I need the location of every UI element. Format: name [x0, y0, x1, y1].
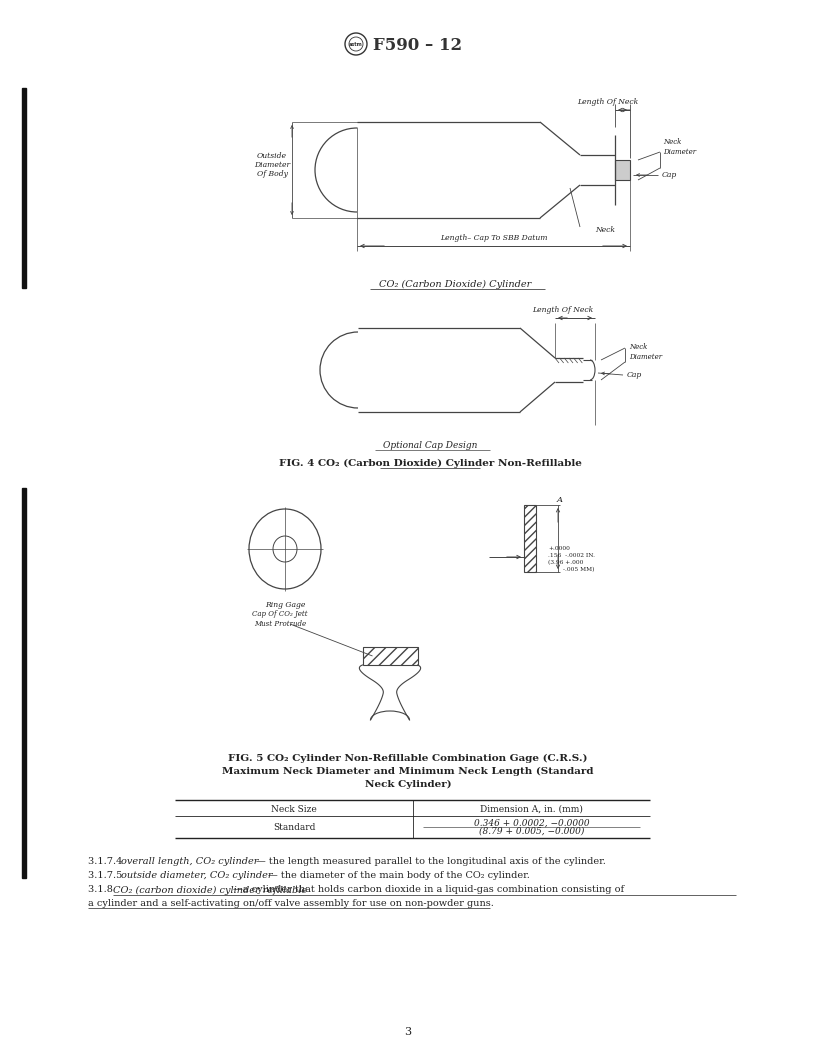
Text: Standard: Standard	[273, 823, 315, 831]
Bar	[615, 161, 630, 180]
Text: 3.1.8: 3.1.8	[88, 886, 119, 894]
Text: Optional Cap Design: Optional Cap Design	[383, 440, 477, 450]
Text: FIG. 4 CO₂ (Carbon Dioxide) Cylinder Non-Refillable: FIG. 4 CO₂ (Carbon Dioxide) Cylinder Non…	[278, 458, 582, 468]
Text: overall length, CO₂ cylinder: overall length, CO₂ cylinder	[121, 857, 259, 867]
Text: Cap: Cap	[662, 171, 677, 180]
Bar	[362, 647, 418, 665]
Text: A: A	[557, 496, 563, 504]
Text: 3: 3	[405, 1027, 411, 1037]
Text: — the length measured parallel to the longitudinal axis of the cylinder.: — the length measured parallel to the lo…	[256, 857, 605, 867]
Text: Length Of Neck: Length Of Neck	[577, 98, 638, 106]
Text: 0.346 + 0.0002, −0.0000: 0.346 + 0.0002, −0.0000	[473, 818, 589, 828]
Text: —a cylinder that holds carbon dioxide in a liquid-gas combination consisting of: —a cylinder that holds carbon dioxide in…	[233, 886, 624, 894]
Text: Maximum Neck Diameter and Minimum Neck Length (Standard: Maximum Neck Diameter and Minimum Neck L…	[222, 767, 594, 775]
Bar	[22, 88, 26, 288]
Text: Ring Gage: Ring Gage	[265, 601, 305, 609]
Text: Neck Size: Neck Size	[271, 805, 317, 813]
Text: F590 – 12: F590 – 12	[374, 37, 463, 54]
Text: Neck Cylinder): Neck Cylinder)	[365, 779, 451, 789]
Text: CO₂ (Carbon Dioxide) Cylinder: CO₂ (Carbon Dioxide) Cylinder	[379, 280, 531, 288]
Text: Neck
Diameter: Neck Diameter	[629, 343, 662, 360]
Text: a cylinder and a self-activating on/off valve assembly for use on non-powder gun: a cylinder and a self-activating on/off …	[88, 899, 494, 907]
Text: astm: astm	[349, 41, 363, 46]
Text: Neck
Diameter: Neck Diameter	[663, 138, 696, 155]
Text: (8.79 + 0.005, −0.000): (8.79 + 0.005, −0.000)	[479, 827, 584, 835]
Text: Cap Of CO₂ Jett
Must Protrude: Cap Of CO₂ Jett Must Protrude	[252, 610, 308, 627]
Text: — the diameter of the main body of the CO₂ cylinder.: — the diameter of the main body of the C…	[268, 871, 530, 881]
Text: Outside
Diameter
Of Body: Outside Diameter Of Body	[254, 152, 290, 178]
Text: FIG. 5 CO₂ Cylinder Non-Refillable Combination Gage (C.R.S.): FIG. 5 CO₂ Cylinder Non-Refillable Combi…	[228, 753, 588, 762]
Text: outside diameter, CO₂ cylinder: outside diameter, CO₂ cylinder	[121, 871, 273, 881]
Text: 3.1.7.4: 3.1.7.4	[88, 857, 129, 867]
Text: +.0000
.156  -.0002 IN.
(3.96 +.000
        -.005 MM): +.0000 .156 -.0002 IN. (3.96 +.000 -.005…	[548, 546, 595, 572]
Text: 3.1.7.5: 3.1.7.5	[88, 871, 128, 881]
Text: Dimension A, in. (mm): Dimension A, in. (mm)	[480, 805, 583, 813]
Text: Cap: Cap	[627, 371, 642, 379]
Text: CO₂ (carbon dioxide) cylinder refillable: CO₂ (carbon dioxide) cylinder refillable	[113, 885, 307, 894]
Text: Length Of Neck: Length Of Neck	[532, 306, 593, 314]
Text: Length– Cap To SBB Datum: Length– Cap To SBB Datum	[440, 234, 548, 242]
Bar	[22, 488, 26, 878]
Bar	[524, 505, 536, 572]
Text: Neck: Neck	[595, 226, 615, 234]
